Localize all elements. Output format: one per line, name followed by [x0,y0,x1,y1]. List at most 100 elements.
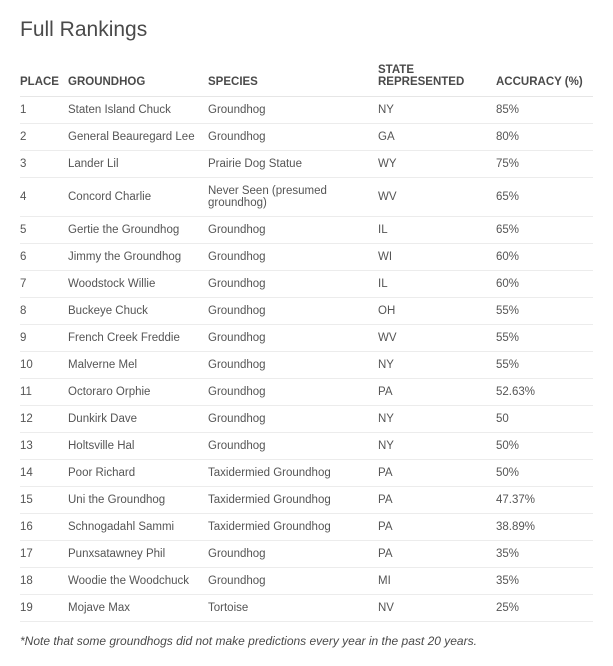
table-row: 16Schnogadahl SammiTaxidermied Groundhog… [20,514,593,541]
cell-state: PA [378,487,496,514]
cell-state: PA [378,460,496,487]
cell-place: 2 [20,124,68,151]
table-row: 18Woodie the WoodchuckGroundhogMI35% [20,568,593,595]
cell-state: PA [378,541,496,568]
cell-groundhog: Gertie the Groundhog [68,217,208,244]
cell-state: WI [378,244,496,271]
cell-accuracy: 25% [496,595,593,622]
cell-species: Tortoise [208,595,378,622]
col-header-accuracy: ACCURACY (%) [496,56,593,97]
cell-groundhog: Punxsatawney Phil [68,541,208,568]
cell-groundhog: Uni the Groundhog [68,487,208,514]
table-row: 7Woodstock WillieGroundhogIL60% [20,271,593,298]
table-row: 11Octoraro OrphieGroundhogPA52.63% [20,379,593,406]
cell-state: NY [378,433,496,460]
cell-species: Groundhog [208,352,378,379]
col-header-species: SPECIES [208,56,378,97]
cell-groundhog: Schnogadahl Sammi [68,514,208,541]
cell-state: NV [378,595,496,622]
cell-species: Groundhog [208,298,378,325]
cell-accuracy: 55% [496,325,593,352]
cell-accuracy: 85% [496,97,593,124]
cell-place: 12 [20,406,68,433]
cell-place: 6 [20,244,68,271]
cell-groundhog: Buckeye Chuck [68,298,208,325]
cell-state: WV [378,178,496,217]
cell-groundhog: Octoraro Orphie [68,379,208,406]
cell-place: 18 [20,568,68,595]
cell-place: 4 [20,178,68,217]
cell-place: 14 [20,460,68,487]
cell-species: Groundhog [208,433,378,460]
cell-groundhog: Concord Charlie [68,178,208,217]
cell-species: Never Seen (presumed groundhog) [208,178,378,217]
table-row: 3Lander LilPrairie Dog StatueWY75% [20,151,593,178]
cell-groundhog: Jimmy the Groundhog [68,244,208,271]
table-row: 13Holtsville HalGroundhogNY50% [20,433,593,460]
cell-species: Groundhog [208,541,378,568]
cell-accuracy: 50% [496,460,593,487]
cell-accuracy: 47.37% [496,487,593,514]
table-header-row: PLACE GROUNDHOG SPECIES STATE REPRESENTE… [20,56,593,97]
cell-species: Groundhog [208,244,378,271]
cell-place: 1 [20,97,68,124]
table-row: 10Malverne MelGroundhogNY55% [20,352,593,379]
col-header-groundhog: GROUNDHOG [68,56,208,97]
cell-accuracy: 35% [496,568,593,595]
table-row: 19Mojave MaxTortoiseNV25% [20,595,593,622]
cell-state: PA [378,514,496,541]
cell-state: WY [378,151,496,178]
cell-species: Groundhog [208,568,378,595]
table-row: 5Gertie the GroundhogGroundhogIL65% [20,217,593,244]
col-header-place: PLACE [20,56,68,97]
cell-accuracy: 38.89% [496,514,593,541]
cell-groundhog: Mojave Max [68,595,208,622]
cell-place: 7 [20,271,68,298]
table-row: 9French Creek FreddieGroundhogWV55% [20,325,593,352]
cell-state: WV [378,325,496,352]
cell-state: PA [378,379,496,406]
table-row: 8Buckeye ChuckGroundhogOH55% [20,298,593,325]
cell-species: Taxidermied Groundhog [208,487,378,514]
cell-state: GA [378,124,496,151]
cell-groundhog: Staten Island Chuck [68,97,208,124]
cell-state: NY [378,406,496,433]
cell-place: 19 [20,595,68,622]
cell-accuracy: 35% [496,541,593,568]
cell-place: 15 [20,487,68,514]
rankings-table: PLACE GROUNDHOG SPECIES STATE REPRESENTE… [20,56,593,622]
cell-species: Prairie Dog Statue [208,151,378,178]
cell-species: Groundhog [208,124,378,151]
table-row: 4Concord CharlieNever Seen (presumed gro… [20,178,593,217]
cell-state: OH [378,298,496,325]
cell-place: 11 [20,379,68,406]
cell-accuracy: 55% [496,352,593,379]
table-row: 12Dunkirk DaveGroundhogNY50 [20,406,593,433]
cell-accuracy: 65% [496,178,593,217]
cell-accuracy: 55% [496,298,593,325]
cell-state: MI [378,568,496,595]
cell-species: Taxidermied Groundhog [208,514,378,541]
table-row: 6Jimmy the GroundhogGroundhogWI60% [20,244,593,271]
cell-accuracy: 52.63% [496,379,593,406]
cell-groundhog: Woodstock Willie [68,271,208,298]
cell-species: Groundhog [208,271,378,298]
cell-species: Groundhog [208,217,378,244]
cell-groundhog: Malverne Mel [68,352,208,379]
cell-species: Groundhog [208,406,378,433]
cell-state: NY [378,97,496,124]
cell-place: 3 [20,151,68,178]
footnote: *Note that some groundhogs did not make … [20,634,593,648]
cell-place: 8 [20,298,68,325]
cell-species: Groundhog [208,379,378,406]
table-row: 1Staten Island ChuckGroundhogNY85% [20,97,593,124]
cell-state: IL [378,271,496,298]
cell-groundhog: General Beauregard Lee [68,124,208,151]
cell-accuracy: 60% [496,271,593,298]
table-row: 17Punxsatawney PhilGroundhogPA35% [20,541,593,568]
cell-place: 17 [20,541,68,568]
cell-species: Taxidermied Groundhog [208,460,378,487]
table-row: 14Poor RichardTaxidermied GroundhogPA50% [20,460,593,487]
cell-place: 5 [20,217,68,244]
col-header-state: STATE REPRESENTED [378,56,496,97]
